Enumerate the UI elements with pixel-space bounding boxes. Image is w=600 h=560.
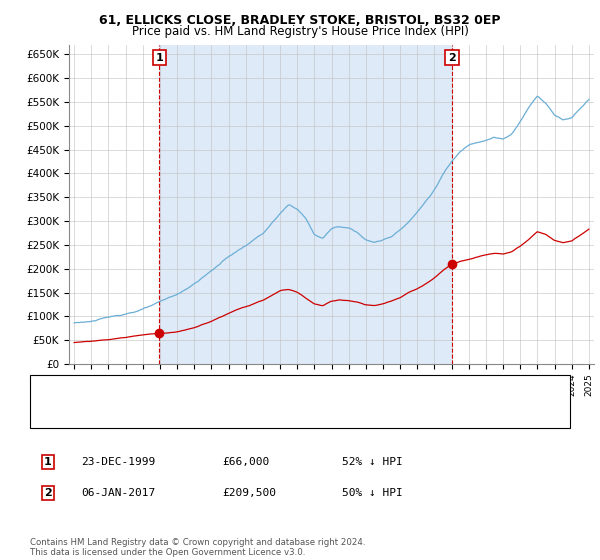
Text: 2: 2 xyxy=(44,488,52,498)
Text: £209,500: £209,500 xyxy=(222,488,276,498)
Text: 61, ELLICKS CLOSE, BRADLEY STOKE, BRISTOL, BS32 0EP: 61, ELLICKS CLOSE, BRADLEY STOKE, BRISTO… xyxy=(99,14,501,27)
Text: —: — xyxy=(48,382,64,396)
Text: 50% ↓ HPI: 50% ↓ HPI xyxy=(342,488,403,498)
Text: £66,000: £66,000 xyxy=(222,457,269,467)
Text: 1: 1 xyxy=(155,53,163,63)
Text: 61, ELLICKS CLOSE, BRADLEY STOKE, BRISTOL, BS32 0EP (detached house): 61, ELLICKS CLOSE, BRADLEY STOKE, BRISTO… xyxy=(69,384,438,394)
Text: HPI: Average price, detached house, South Gloucestershire: HPI: Average price, detached house, Sout… xyxy=(69,412,358,422)
Text: 52% ↓ HPI: 52% ↓ HPI xyxy=(342,457,403,467)
Bar xyxy=(160,45,452,364)
Text: 2: 2 xyxy=(448,53,456,63)
Text: 06-JAN-2017: 06-JAN-2017 xyxy=(81,488,155,498)
Text: —: — xyxy=(48,410,64,424)
Text: 23-DEC-1999: 23-DEC-1999 xyxy=(81,457,155,467)
Text: 1: 1 xyxy=(44,457,52,467)
Text: Contains HM Land Registry data © Crown copyright and database right 2024.
This d: Contains HM Land Registry data © Crown c… xyxy=(30,538,365,557)
Text: Price paid vs. HM Land Registry's House Price Index (HPI): Price paid vs. HM Land Registry's House … xyxy=(131,25,469,38)
